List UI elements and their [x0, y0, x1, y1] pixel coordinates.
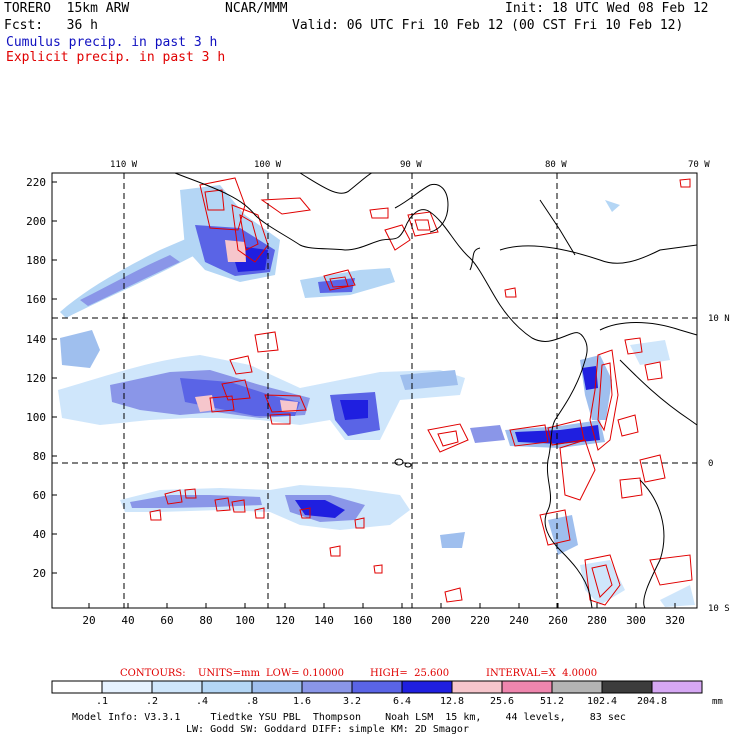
x-tick-label: 80 — [199, 614, 212, 627]
graticule — [52, 173, 697, 608]
map-frame — [51, 172, 698, 609]
lat-label-0: 0 — [708, 459, 713, 469]
colorbar-label: 102.4 — [587, 696, 617, 707]
colorbar-swatch — [151, 680, 203, 694]
cumulus-precip-label: Cumulus precip. in past 3 h — [6, 35, 218, 50]
lat-label-10s: 10 S — [708, 604, 730, 614]
x-tick-label: 220 — [470, 614, 490, 627]
colorbar-swatch — [351, 680, 403, 694]
colorbar — [51, 680, 703, 694]
x-tick-label: 40 — [121, 614, 134, 627]
colorbar-label: 6.4 — [393, 696, 411, 707]
lon-label-70w: 70 W — [688, 160, 710, 170]
colorbar-label: 12.8 — [440, 696, 464, 707]
y-tick-label: 40 — [33, 528, 46, 541]
x-tick-label: 180 — [392, 614, 412, 627]
x-tick-label: 280 — [587, 614, 607, 627]
x-tick-label: 120 — [275, 614, 295, 627]
x-tick-label: 160 — [353, 614, 373, 627]
x-tick-label: 20 — [82, 614, 95, 627]
colorbar-label: .8 — [246, 696, 258, 707]
physics-info-line: LW: Godd SW: Goddard DIFF: simple KM: 2D… — [186, 724, 469, 735]
colorbar-swatch — [501, 680, 553, 694]
organization-label: NCAR/MMM — [225, 1, 288, 16]
contours-interval: INTERVAL=X 4.0000 — [486, 668, 598, 679]
y-tick-label: 220 — [26, 176, 46, 189]
colorbar-unit: mm — [712, 697, 723, 707]
contours-low: LOW= 0.10000 — [266, 668, 345, 679]
lon-label-90w: 90 W — [400, 160, 422, 170]
coastlines — [174, 172, 698, 609]
lon-label-80w: 80 W — [545, 160, 567, 170]
model-info-line: Model Info: V3.3.1 Tiedtke YSU PBL Thomp… — [72, 712, 626, 723]
colorbar-label: .1 — [96, 696, 108, 707]
x-tick-label: 140 — [314, 614, 334, 627]
colorbar-label: 3.2 — [343, 696, 361, 707]
colorbar-label: .4 — [196, 696, 208, 707]
y-tick-label: 140 — [26, 333, 46, 346]
y-tick-label: 200 — [26, 215, 46, 228]
colorbar-swatch — [651, 680, 703, 694]
lon-label-100w: 100 W — [254, 160, 282, 170]
x-tick-label: 200 — [431, 614, 451, 627]
colorbar-label: 25.6 — [490, 696, 514, 707]
explicit-precip-label: Explicit precip. in past 3 h — [6, 50, 226, 65]
colorbar-swatch — [451, 680, 503, 694]
init-time: Init: 18 UTC Wed 08 Feb 12 — [505, 1, 709, 16]
model-title: TORERO 15km ARW — [4, 1, 130, 16]
contours-label: CONTOURS: — [120, 668, 186, 679]
tick-marks — [52, 181, 676, 608]
colorbar-swatch — [251, 680, 303, 694]
x-tick-label: 320 — [665, 614, 685, 627]
y-tick-label: 160 — [26, 293, 46, 306]
colorbar-label: 204.8 — [637, 696, 667, 707]
valid-time: Valid: 06 UTC Fri 10 Feb 12 (00 CST Fri … — [292, 18, 684, 33]
colorbar-swatch — [301, 680, 353, 694]
contours-units: UNITS=mm — [198, 668, 260, 679]
x-tick-label: 300 — [626, 614, 646, 627]
forecast-hour: Fcst: 36 h — [4, 18, 98, 33]
colorbar-swatch — [401, 680, 453, 694]
colorbar-swatch — [101, 680, 153, 694]
contours-high: HIGH= 25.600 — [370, 668, 450, 679]
y-tick-label: 20 — [33, 567, 46, 580]
colorbar-swatch — [551, 680, 603, 694]
x-tick-label: 60 — [160, 614, 173, 627]
colorbar-swatch — [201, 680, 253, 694]
y-tick-label: 100 — [26, 411, 46, 424]
colorbar-label: 51.2 — [540, 696, 564, 707]
lon-label-110w: 110 W — [110, 160, 138, 170]
colorbar-swatch — [601, 680, 653, 694]
x-tick-label: 100 — [235, 614, 255, 627]
y-tick-label: 60 — [33, 489, 46, 502]
lat-label-10n: 10 N — [708, 314, 730, 324]
y-tick-label: 180 — [26, 254, 46, 267]
y-tick-label: 120 — [26, 372, 46, 385]
map-frame-group — [51, 172, 698, 609]
colorbar-label: .2 — [146, 696, 158, 707]
colorbar-swatch — [51, 680, 103, 694]
x-tick-label: 240 — [509, 614, 529, 627]
cumulus-precip-shading — [58, 185, 695, 607]
y-tick-label: 80 — [33, 450, 46, 463]
x-tick-label: 260 — [548, 614, 568, 627]
colorbar-label: 1.6 — [293, 696, 311, 707]
